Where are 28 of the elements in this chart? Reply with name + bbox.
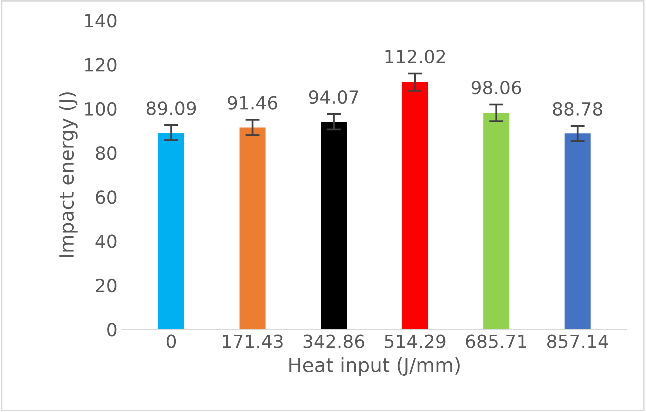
x-tick-label: 514.29 (385, 334, 446, 348)
x-tick-label: 342.86 (304, 334, 364, 348)
y-tick-label: 140 (85, 14, 117, 28)
data-label: 112.02 (386, 50, 446, 64)
y-tick-label: 40 (96, 234, 117, 248)
y-tick-label: 0 (108, 323, 117, 337)
data-label: 94.07 (309, 90, 358, 104)
bar (158, 132, 185, 330)
data-label: 98.06 (472, 81, 522, 95)
x-axis-title: Heat input (J/mm) (290, 357, 460, 376)
x-tick-label: 685.71 (466, 334, 527, 348)
y-tick-label: 120 (85, 58, 117, 72)
bar (484, 113, 510, 330)
data-label: 91.46 (228, 96, 278, 110)
x-tick-label: 857.14 (547, 334, 608, 348)
bar (240, 128, 266, 330)
x-tick-label: 0 (166, 334, 176, 348)
y-tick-label: 100 (85, 102, 117, 116)
x-tick-label: 171.43 (223, 334, 283, 348)
y-tick-label: 60 (96, 190, 117, 204)
y-tick-label: 20 (96, 278, 117, 293)
bar (321, 122, 348, 330)
y-tick-label: 80 (96, 146, 117, 160)
bar (402, 82, 428, 330)
y-axis-title: Impact energy (J) (59, 92, 78, 258)
data-label: 89.09 (146, 102, 196, 116)
data-label: 88.78 (553, 102, 602, 116)
bar (564, 134, 591, 330)
